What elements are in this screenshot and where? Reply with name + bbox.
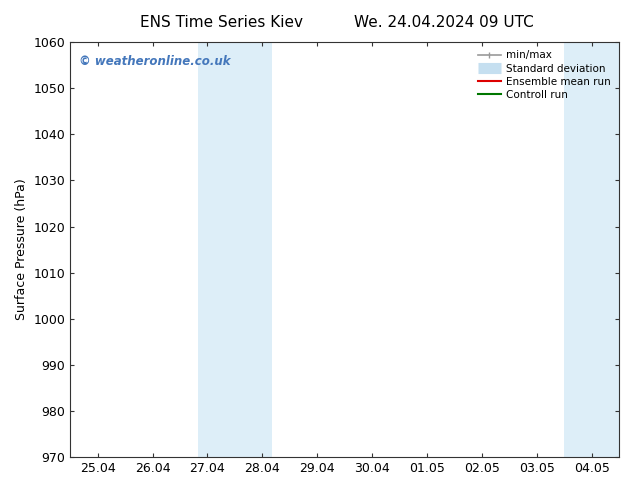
Text: ENS Time Series Kiev: ENS Time Series Kiev (140, 15, 304, 30)
Text: © weatheronline.co.uk: © weatheronline.co.uk (79, 54, 230, 68)
Text: We. 24.04.2024 09 UTC: We. 24.04.2024 09 UTC (354, 15, 534, 30)
Y-axis label: Surface Pressure (hPa): Surface Pressure (hPa) (15, 179, 28, 320)
Legend: min/max, Standard deviation, Ensemble mean run, Controll run: min/max, Standard deviation, Ensemble me… (475, 47, 614, 103)
Bar (564, 42, 619, 457)
Bar (198, 42, 271, 457)
